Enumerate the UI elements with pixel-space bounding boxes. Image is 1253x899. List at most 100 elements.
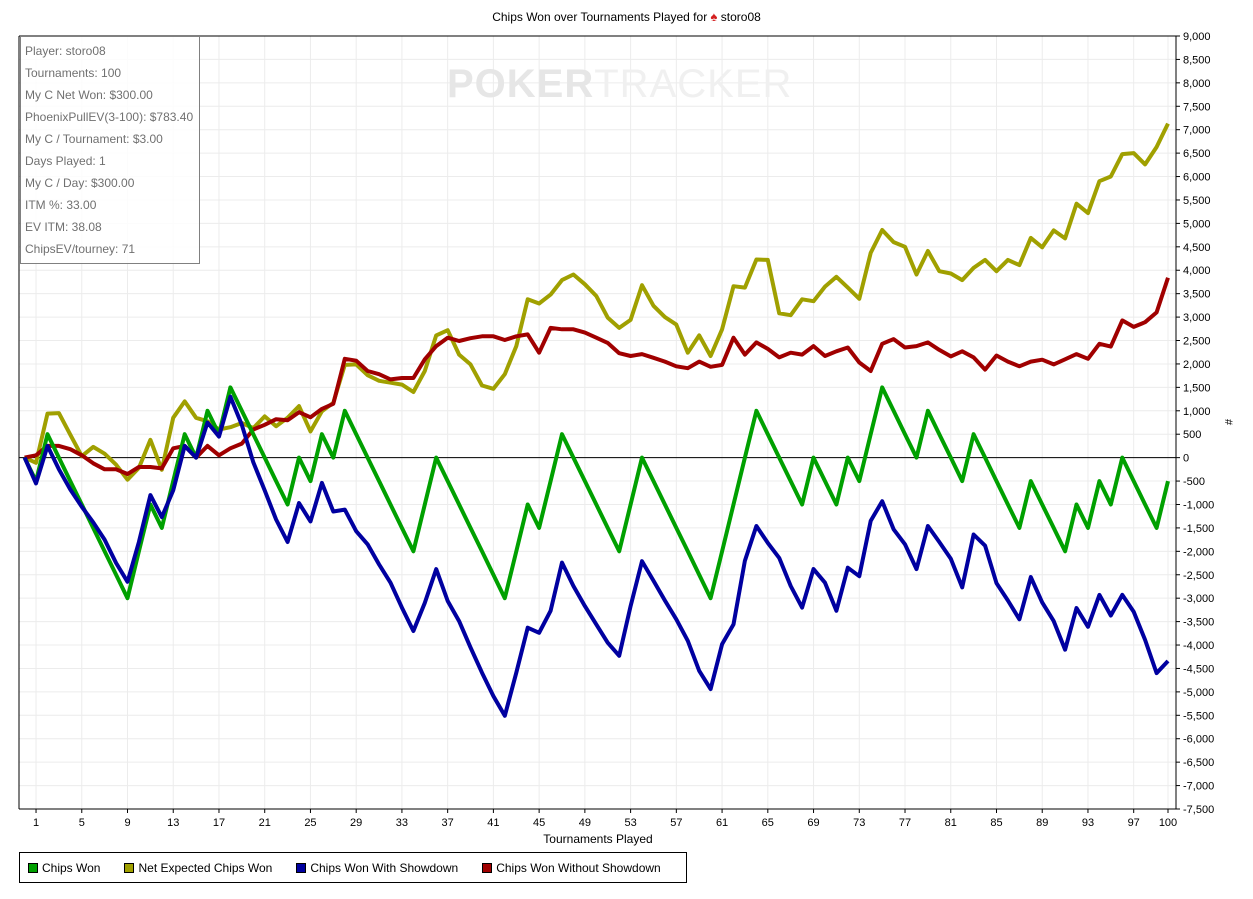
legend-swatch	[124, 862, 135, 873]
x-tick-label: 49	[579, 817, 591, 829]
y-tick-label: -2,500	[1183, 570, 1214, 582]
y-tick-label: 4,000	[1183, 265, 1211, 277]
y-tick-label: 1,000	[1183, 406, 1211, 418]
x-axis-label: Tournaments Played	[543, 832, 653, 846]
watermark-part2: TRACKER	[594, 62, 793, 106]
y-tick-label: 8,500	[1183, 54, 1211, 66]
chart-title-text: Chips Won over Tournaments Played for	[492, 10, 708, 24]
x-tick-label: 25	[304, 817, 316, 829]
series-line-chips-won-without-showdown	[24, 277, 1170, 476]
x-tick-label: 93	[1082, 817, 1094, 829]
x-tick-label: 53	[624, 817, 636, 829]
x-tick-label: 29	[350, 817, 362, 829]
y-tick-label: -3,000	[1183, 593, 1214, 605]
x-tick-label: 9	[124, 817, 130, 829]
y-tick-label: -6,000	[1183, 734, 1214, 746]
legend-item-chips-won[interactable]: Chips Won	[28, 861, 100, 875]
y-tick-label: -6,500	[1183, 757, 1214, 769]
summary-days-played: Days Played: 1	[25, 154, 106, 168]
summary-tournaments: Tournaments: 100	[25, 66, 122, 80]
x-tick-label: 1	[33, 817, 39, 829]
y-tick-label: 0	[1183, 453, 1189, 465]
x-tick-label: 69	[807, 817, 819, 829]
x-tick-label: 45	[533, 817, 545, 829]
summary-box: Player: storo08 Tournaments: 100 My C Ne…	[20, 36, 200, 264]
summary-chips-ev: ChipsEV/tourney: 71	[25, 242, 136, 256]
x-tick-label: 97	[1128, 817, 1140, 829]
x-tick-label: 37	[442, 817, 454, 829]
legend-item-with-showdown[interactable]: Chips Won With Showdown	[296, 861, 458, 875]
y-axis-label: #	[1222, 418, 1235, 426]
legend-item-without-showdown[interactable]: Chips Won Without Showdown	[482, 861, 661, 875]
y-tick-label: -7,500	[1183, 804, 1214, 816]
summary-per-day: My C / Day: $300.00	[25, 176, 135, 190]
y-tick-label: 9,000	[1183, 31, 1211, 43]
y-tick-label: 5,500	[1183, 195, 1211, 207]
y-tick-label: 7,500	[1183, 101, 1211, 113]
y-tick-label: -5,500	[1183, 710, 1214, 722]
summary-pull-ev: PhoenixPullEV(3-100): $783.40	[25, 110, 194, 124]
series-lines	[22, 122, 1170, 718]
y-tick-label: 2,500	[1183, 336, 1211, 348]
x-tick-label: 77	[899, 817, 911, 829]
legend-label: Net Expected Chips Won	[138, 860, 273, 875]
x-tick-label: 65	[762, 817, 774, 829]
y-tick-label: 7,000	[1183, 125, 1211, 137]
summary-net-won: My C Net Won: $300.00	[25, 88, 153, 102]
legend-label: Chips Won Without Showdown	[496, 860, 661, 875]
series-line-chips-won	[22, 385, 1170, 601]
x-tick-label: 13	[167, 817, 179, 829]
y-tick-label: 3,000	[1183, 312, 1211, 324]
legend-label: Chips Won	[42, 860, 101, 875]
summary-itm: ITM %: 33.00	[25, 198, 97, 212]
chart-title: Chips Won over Tournaments Played for ♠ …	[0, 9, 1253, 24]
y-tick-label: -7,000	[1183, 781, 1214, 793]
legend-swatch	[482, 862, 493, 873]
grid-lines	[19, 35, 1176, 810]
summary-per-tournament: My C / Tournament: $3.00	[25, 132, 163, 146]
y-tick-label: 6,000	[1183, 172, 1211, 184]
spade-icon: ♠	[710, 9, 718, 24]
summary-ev-itm: EV ITM: 38.08	[25, 220, 102, 234]
x-tick-label: 33	[396, 817, 408, 829]
x-tick-label: 81	[945, 817, 957, 829]
y-tick-label: -5,000	[1183, 687, 1214, 699]
legend-item-net-expected[interactable]: Net Expected Chips Won	[124, 861, 272, 875]
y-tick-label: 6,500	[1183, 148, 1211, 160]
x-tick-label: 41	[487, 817, 499, 829]
x-tick-label: 89	[1036, 817, 1048, 829]
y-tick-label: 500	[1183, 429, 1201, 441]
series-line-chips-won-with-showdown	[22, 394, 1170, 718]
y-tick-label: -1,000	[1183, 499, 1214, 511]
y-tick-label: 2,000	[1183, 359, 1211, 371]
summary-player: Player: storo08	[25, 44, 106, 58]
y-tick-label: 3,500	[1183, 289, 1211, 301]
x-tick-label: 61	[716, 817, 728, 829]
y-tick-label: -4,000	[1183, 640, 1214, 652]
legend-swatch	[28, 862, 38, 873]
x-tick-label: 73	[853, 817, 865, 829]
y-tick-label: 8,000	[1183, 78, 1211, 90]
y-tick-label: -3,500	[1183, 617, 1214, 629]
y-tick-label: -1,500	[1183, 523, 1214, 535]
chart-title-player: storo08	[720, 10, 761, 24]
x-tick-label: 21	[259, 817, 271, 829]
y-tick-label: 4,500	[1183, 242, 1211, 254]
x-tick-label: 85	[990, 817, 1002, 829]
legend-label: Chips Won With Showdown	[310, 860, 459, 875]
pokertracker-watermark: POKERTRACKER	[447, 62, 792, 107]
y-tick-label: 1,500	[1183, 382, 1211, 394]
y-tick-label: -500	[1183, 476, 1205, 488]
x-tick-label: 17	[213, 817, 225, 829]
axes: 9,000 8,500 8,000 7,500 7,000 6,500 6,000 5,500…	[18, 31, 1214, 829]
y-tick-label: -2,000	[1183, 546, 1214, 558]
y-tick-label: -4,500	[1183, 663, 1214, 675]
x-tick-label: 100	[1159, 817, 1177, 829]
y-tick-label: 5,000	[1183, 218, 1211, 230]
legend: Chips Won Net Expected Chips Won Chips W…	[19, 852, 687, 883]
x-tick-label: 57	[670, 817, 682, 829]
legend-swatch	[296, 862, 307, 873]
watermark-part1: POKER	[447, 62, 595, 106]
x-tick-label: 5	[79, 817, 85, 829]
